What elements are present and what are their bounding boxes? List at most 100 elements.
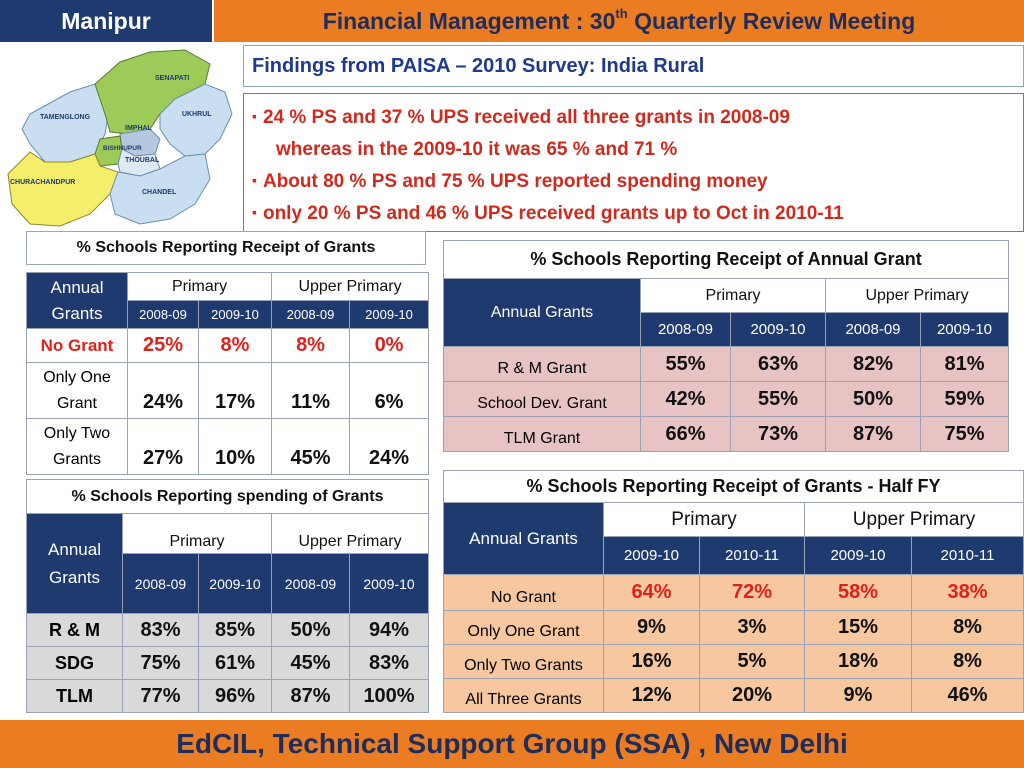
table1: Annual Grants Primary Upper Primary 2008… [26, 272, 430, 475]
cell: 83% [348, 646, 430, 680]
cell: 75% [122, 646, 199, 680]
cell: 38% [910, 574, 1024, 611]
cell: 55% [730, 381, 826, 417]
table-row: TLM 77% 96% 87% 100% [26, 679, 430, 713]
manipur-district-map: SENAPATI TAMENGLONG UKHRUL IMPHAL BISHNU… [7, 49, 233, 227]
cell: 15% [804, 610, 912, 645]
table3-year: 2009-10 [198, 553, 272, 614]
table1-year: 2008-09 [271, 300, 351, 329]
row-label: No Grant [443, 574, 604, 611]
row-label: Only One Grant [443, 610, 604, 645]
state-label: Manipur [0, 0, 212, 42]
table1-year: 2009-10 [197, 300, 273, 329]
table1-year: 2009-10 [349, 300, 430, 329]
title-text: Financial Management : 30th Quarterly Re… [322, 5, 916, 34]
table3-caption: % Schools Reporting spending of Grants [25, 479, 430, 514]
cell: 45% [271, 646, 350, 680]
row-label: TLM Grant [443, 416, 641, 452]
table1-group-upper-primary: Upper Primary [271, 272, 430, 301]
table1-caption: % Schools Reporting Receipt of Grants [26, 231, 426, 265]
table4-caption: % Schools Reporting Receipt of Grants - … [442, 470, 1024, 503]
map-label-bishnupur: BISHNUPUR [103, 145, 142, 152]
row-label: Only Two Grants [443, 644, 604, 679]
table-row: Only Two Grants 16% 5% 18% 8% [443, 644, 1024, 679]
table-row: Only One Grant 9% 3% 15% 8% [443, 610, 1024, 645]
cell: 87% [825, 416, 921, 452]
cell: 58% [804, 574, 912, 611]
cell: 5% [699, 644, 805, 679]
cell: 55% [640, 346, 731, 382]
table3-group-upper-primary: Upper Primary [270, 513, 430, 554]
table4-group-primary: Primary [603, 502, 805, 537]
cell: 17% [197, 362, 273, 419]
cell: 96% [198, 679, 272, 713]
cell: 100% [348, 679, 430, 713]
row-label: R & M [26, 613, 123, 647]
cell: 9% [804, 678, 912, 713]
table-row: TLM Grant 66% 73% 87% 75% [443, 416, 1010, 452]
cell: 77% [122, 679, 199, 713]
cell: 45% [271, 418, 351, 475]
cell: 81% [919, 346, 1010, 382]
table3: % Schools Reporting spending of Grants A… [25, 479, 430, 713]
cell: 87% [271, 679, 350, 713]
cell: 3% [699, 610, 805, 645]
table2-year: 2008-09 [640, 312, 731, 347]
table1-group-primary: Primary [126, 272, 273, 301]
table4-group-upper-primary: Upper Primary [803, 502, 1024, 537]
table4-year: 2010-11 [699, 536, 805, 575]
cell: 6% [349, 362, 430, 419]
map-label-churachandpur: CHURACHANDPUR [10, 179, 75, 186]
cell: 8% [197, 328, 273, 363]
map-label-tamenglong: TAMENGLONG [40, 114, 91, 121]
table2-group-primary: Primary [640, 278, 826, 313]
cell: 75% [919, 416, 1010, 452]
cell: 85% [198, 613, 272, 647]
cell: 73% [730, 416, 826, 452]
subtitle: Findings from PAISA – 2010 Survey: India… [243, 45, 1024, 87]
table-row: All Three Grants 12% 20% 9% 46% [443, 678, 1024, 713]
finding-continuation: whereas in the 2009-10 it was 65 % and 7… [276, 139, 678, 160]
table-row: No Grant 25% 8% 8% 0% [26, 328, 430, 363]
footer-text: EdCIL, Technical Support Group (SSA) , N… [176, 728, 848, 759]
table2-group-upper-primary: Upper Primary [824, 278, 1010, 313]
map-label-senapati: SENAPATI [155, 75, 189, 82]
table3-col-label: Annual Grants [26, 513, 123, 614]
table4-col-label: Annual Grants [443, 502, 604, 575]
cell: 50% [271, 613, 350, 647]
table4-year: 2009-10 [804, 536, 912, 575]
cell: 59% [919, 381, 1010, 417]
table3-year: 2008-09 [122, 553, 199, 614]
table-row: No Grant 64% 72% 58% 38% [443, 574, 1024, 611]
cell: 82% [825, 346, 921, 382]
cell: 12% [603, 678, 700, 713]
cell: 10% [197, 418, 273, 475]
table2-caption: % Schools Reporting Receipt of Annual Gr… [442, 240, 1010, 279]
cell: 20% [699, 678, 805, 713]
cell: 8% [910, 610, 1024, 645]
table3-group-primary: Primary [122, 513, 272, 554]
table3-year: 2009-10 [348, 553, 430, 614]
table-row: R & M Grant 55% 63% 82% 81% [443, 346, 1010, 382]
cell: 8% [910, 644, 1024, 679]
cell: 9% [603, 610, 700, 645]
table-row: School Dev. Grant 42% 55% 50% 59% [443, 381, 1010, 417]
table-row: R & M 83% 85% 50% 94% [26, 613, 430, 647]
cell: 25% [127, 328, 199, 363]
cell: 72% [699, 574, 805, 611]
finding-item: 24 % PS and 37 % UPS received all three … [252, 102, 1023, 134]
row-label: Only Two Grants [26, 418, 128, 475]
row-label: All Three Grants [443, 678, 604, 713]
map-label-ukhrul: UKHRUL [182, 111, 212, 118]
map-label-thoubal: THOUBAL [125, 157, 160, 164]
cell: 64% [603, 574, 700, 611]
table4-year: 2009-10 [603, 536, 700, 575]
table3-year: 2008-09 [271, 553, 350, 614]
table1-col-label: Annual Grants [26, 272, 128, 329]
row-label: School Dev. Grant [443, 381, 641, 417]
cell: 24% [127, 362, 199, 419]
cell: 66% [640, 416, 731, 452]
cell: 46% [910, 678, 1024, 713]
cell: 63% [730, 346, 826, 382]
map-label-imphal: IMPHAL [125, 125, 153, 132]
